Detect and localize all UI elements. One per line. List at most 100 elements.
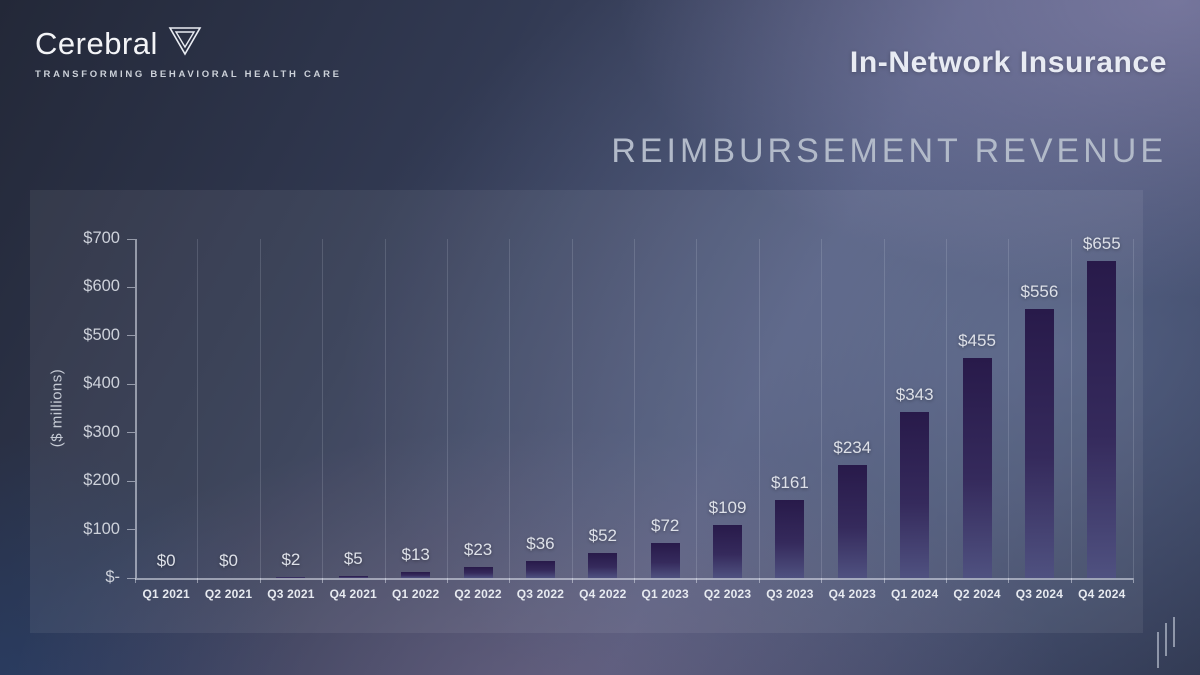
bar-value-label: $455	[958, 331, 996, 350]
bar-value-label: $109	[708, 498, 747, 517]
bar	[463, 567, 493, 578]
y-tick-mark-icon	[127, 480, 135, 482]
x-tick-mark-icon	[197, 578, 199, 583]
category-gridline	[883, 239, 885, 578]
bar	[900, 412, 930, 578]
bar-value-label: $343	[895, 385, 934, 404]
y-tick-label: $300	[83, 422, 120, 441]
x-tick-label: Q1 2021	[142, 587, 190, 601]
x-tick-label: Q3 2023	[766, 587, 814, 601]
bar-value-label: $0	[156, 551, 176, 570]
x-tick-label: Q4 2022	[579, 587, 627, 601]
x-tick-label: Q4 2023	[828, 587, 877, 601]
x-tick-mark-icon	[322, 578, 324, 583]
bar-value-label: $13	[401, 545, 430, 564]
category-gridline	[1008, 239, 1010, 578]
page-subtitle: REIMBURSEMENT REVENUE	[611, 132, 1167, 170]
category-gridline	[384, 239, 386, 578]
bar	[775, 500, 805, 578]
brand-block: Cerebral TRANSFORMING BEHAVIORAL HEALTH …	[35, 24, 342, 81]
bar-value-label: $556	[1020, 282, 1059, 301]
x-tick-mark-icon	[634, 578, 635, 583]
brand-name: Cerebral	[35, 25, 158, 61]
bar-value-label: $2	[281, 550, 301, 569]
bar-value-label: $23	[463, 540, 493, 559]
x-tick-mark-icon	[1008, 578, 1010, 583]
bar	[401, 572, 431, 578]
bar	[650, 543, 680, 578]
x-tick-mark-icon	[1070, 578, 1072, 583]
y-tick-label: $200	[83, 471, 120, 490]
x-tick-mark-icon	[696, 578, 698, 583]
bar	[588, 553, 618, 578]
bar	[837, 465, 867, 578]
bar-value-label: $72	[651, 516, 680, 535]
category-gridline	[446, 239, 448, 578]
category-gridline	[509, 239, 511, 578]
bar-value-label: $234	[833, 438, 872, 457]
x-tick-label: Q2 2024	[953, 587, 1001, 601]
y-tick-mark-icon	[127, 529, 135, 531]
bar-value-label: $36	[526, 534, 555, 553]
bar-value-label: $0	[219, 551, 239, 570]
x-tick-mark-icon	[758, 578, 760, 583]
y-tick-mark-icon	[127, 577, 135, 579]
x-tick-label: Q1 2024	[890, 587, 939, 601]
x-tick-label: Q1 2023	[641, 587, 689, 601]
y-tick-mark-icon	[127, 432, 135, 434]
x-tick-mark-icon	[1133, 578, 1134, 583]
chart-panel	[30, 190, 1143, 633]
y-tick-label: $600	[83, 277, 120, 296]
category-gridline	[197, 239, 199, 578]
x-tick-mark-icon	[571, 578, 573, 583]
y-tick-mark-icon	[127, 335, 135, 337]
x-tick-mark-icon	[509, 578, 511, 583]
x-tick-mark-icon	[384, 578, 386, 583]
category-gridline	[571, 239, 573, 578]
category-gridline	[945, 239, 947, 578]
x-tick-mark-icon	[821, 578, 823, 583]
x-tick-mark-icon	[259, 578, 261, 583]
x-tick-label: Q2 2022	[454, 587, 502, 601]
bar	[1024, 309, 1054, 578]
bar	[525, 561, 555, 578]
y-tick-label: $100	[83, 519, 120, 538]
category-gridline	[821, 239, 823, 578]
y-tick-mark-icon	[127, 383, 135, 385]
x-tick-mark-icon	[883, 578, 885, 583]
bar-value-label: $655	[1082, 234, 1121, 253]
x-tick-label: Q4 2021	[329, 587, 378, 601]
x-tick-label: Q3 2024	[1015, 587, 1064, 601]
x-tick-label: Q3 2022	[516, 587, 565, 601]
x-tick-label: Q4 2024	[1078, 587, 1126, 601]
x-tick-label: Q3 2021	[267, 587, 315, 601]
x-tick-mark-icon	[135, 578, 136, 583]
category-gridline	[758, 239, 760, 578]
x-tick-label: Q1 2022	[391, 587, 440, 601]
bar	[713, 525, 743, 578]
x-tick-mark-icon	[945, 578, 947, 583]
y-tick-label: $500	[83, 325, 120, 344]
y-tick-mark-icon	[127, 286, 135, 288]
bar-value-label: $5	[343, 549, 363, 568]
x-tick-label: Q2 2021	[204, 587, 253, 601]
y-axis-line	[135, 239, 137, 578]
category-gridline	[322, 239, 324, 578]
y-tick-mark-icon	[127, 238, 135, 240]
y-tick-label: $700	[83, 229, 120, 247]
category-gridline	[696, 239, 698, 578]
bar	[1087, 261, 1117, 578]
category-gridline	[634, 239, 635, 578]
x-tick-label: Q2 2023	[703, 587, 752, 601]
y-tick-label: $-	[105, 568, 120, 586]
y-tick-label: $400	[83, 374, 120, 393]
x-tick-mark-icon	[446, 578, 448, 583]
bar	[962, 358, 992, 578]
category-gridline	[259, 239, 261, 578]
page-title: In-Network Insurance	[849, 46, 1167, 79]
brand-tagline: TRANSFORMING BEHAVIORAL HEALTH CARE	[35, 69, 342, 80]
category-gridline	[1070, 239, 1072, 578]
bar-value-label: $161	[771, 473, 809, 492]
cerebral-triangle-logo-icon	[168, 24, 202, 63]
